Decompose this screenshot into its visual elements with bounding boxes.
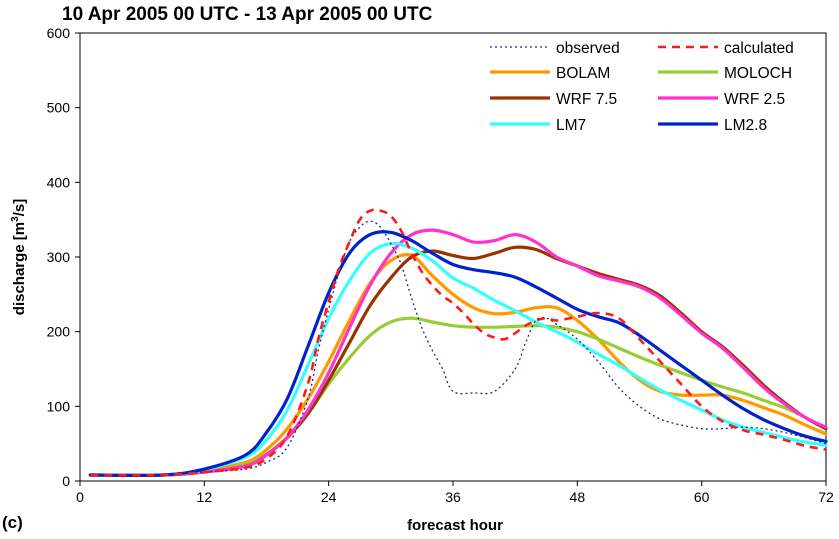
x-tick-label: 24 — [321, 489, 337, 505]
y-axis: 0 100 200 300 400 500 600 — [47, 25, 80, 489]
x-axis-label: forecast hour — [407, 517, 503, 534]
y-tick-label: 500 — [47, 100, 71, 116]
y-tick-label: 300 — [47, 249, 71, 265]
y-tick-label: 200 — [47, 324, 71, 340]
y-tick-label: 0 — [62, 473, 70, 489]
x-axis: 0 12 24 36 48 60 72 — [76, 481, 834, 505]
y-axis-label-tail: /s] — [11, 199, 28, 217]
y-tick-label: 400 — [47, 174, 71, 190]
chart-title: 10 Apr 2005 00 UTC - 13 Apr 2005 00 UTC — [62, 4, 433, 25]
x-tick-label: 36 — [445, 489, 461, 505]
series-line-calculated — [90, 208, 827, 477]
x-tick-label: 60 — [694, 489, 710, 505]
series-line-observed — [90, 220, 827, 476]
y-axis-label: discharge [m3/s] — [10, 199, 28, 315]
series-layer — [88, 208, 828, 478]
x-tick-label: 0 — [76, 489, 84, 505]
legend-label: LM7 — [556, 117, 586, 134]
x-tick-label: 72 — [818, 489, 834, 505]
y-tick-label: 100 — [47, 398, 71, 414]
legend-label: observed — [556, 40, 620, 57]
legend-label: LM2.8 — [724, 117, 767, 134]
legend-label: MOLOCH — [724, 65, 792, 82]
legend-label: calculated — [724, 40, 794, 57]
x-tick-label: 12 — [197, 489, 213, 505]
panel-label: (c) — [2, 513, 23, 532]
series-line-lm7 — [88, 241, 828, 477]
legend-label: WRF 2.5 — [724, 91, 785, 108]
series-line-lm2-8 — [88, 230, 828, 478]
legend: observed calculated BOLAM MOLOCH WRF 7.5 WRF … — [490, 40, 794, 134]
y-axis-label-superscript: 3 — [10, 216, 21, 222]
x-tick-label: 48 — [570, 489, 586, 505]
series-line-bolam — [88, 253, 828, 477]
y-tick-label: 600 — [47, 25, 71, 41]
series-line-wrf-2-5 — [88, 228, 828, 477]
y-axis-label-base: discharge [m — [11, 222, 28, 315]
legend-label: WRF 7.5 — [556, 91, 617, 108]
legend-label: BOLAM — [556, 65, 610, 82]
